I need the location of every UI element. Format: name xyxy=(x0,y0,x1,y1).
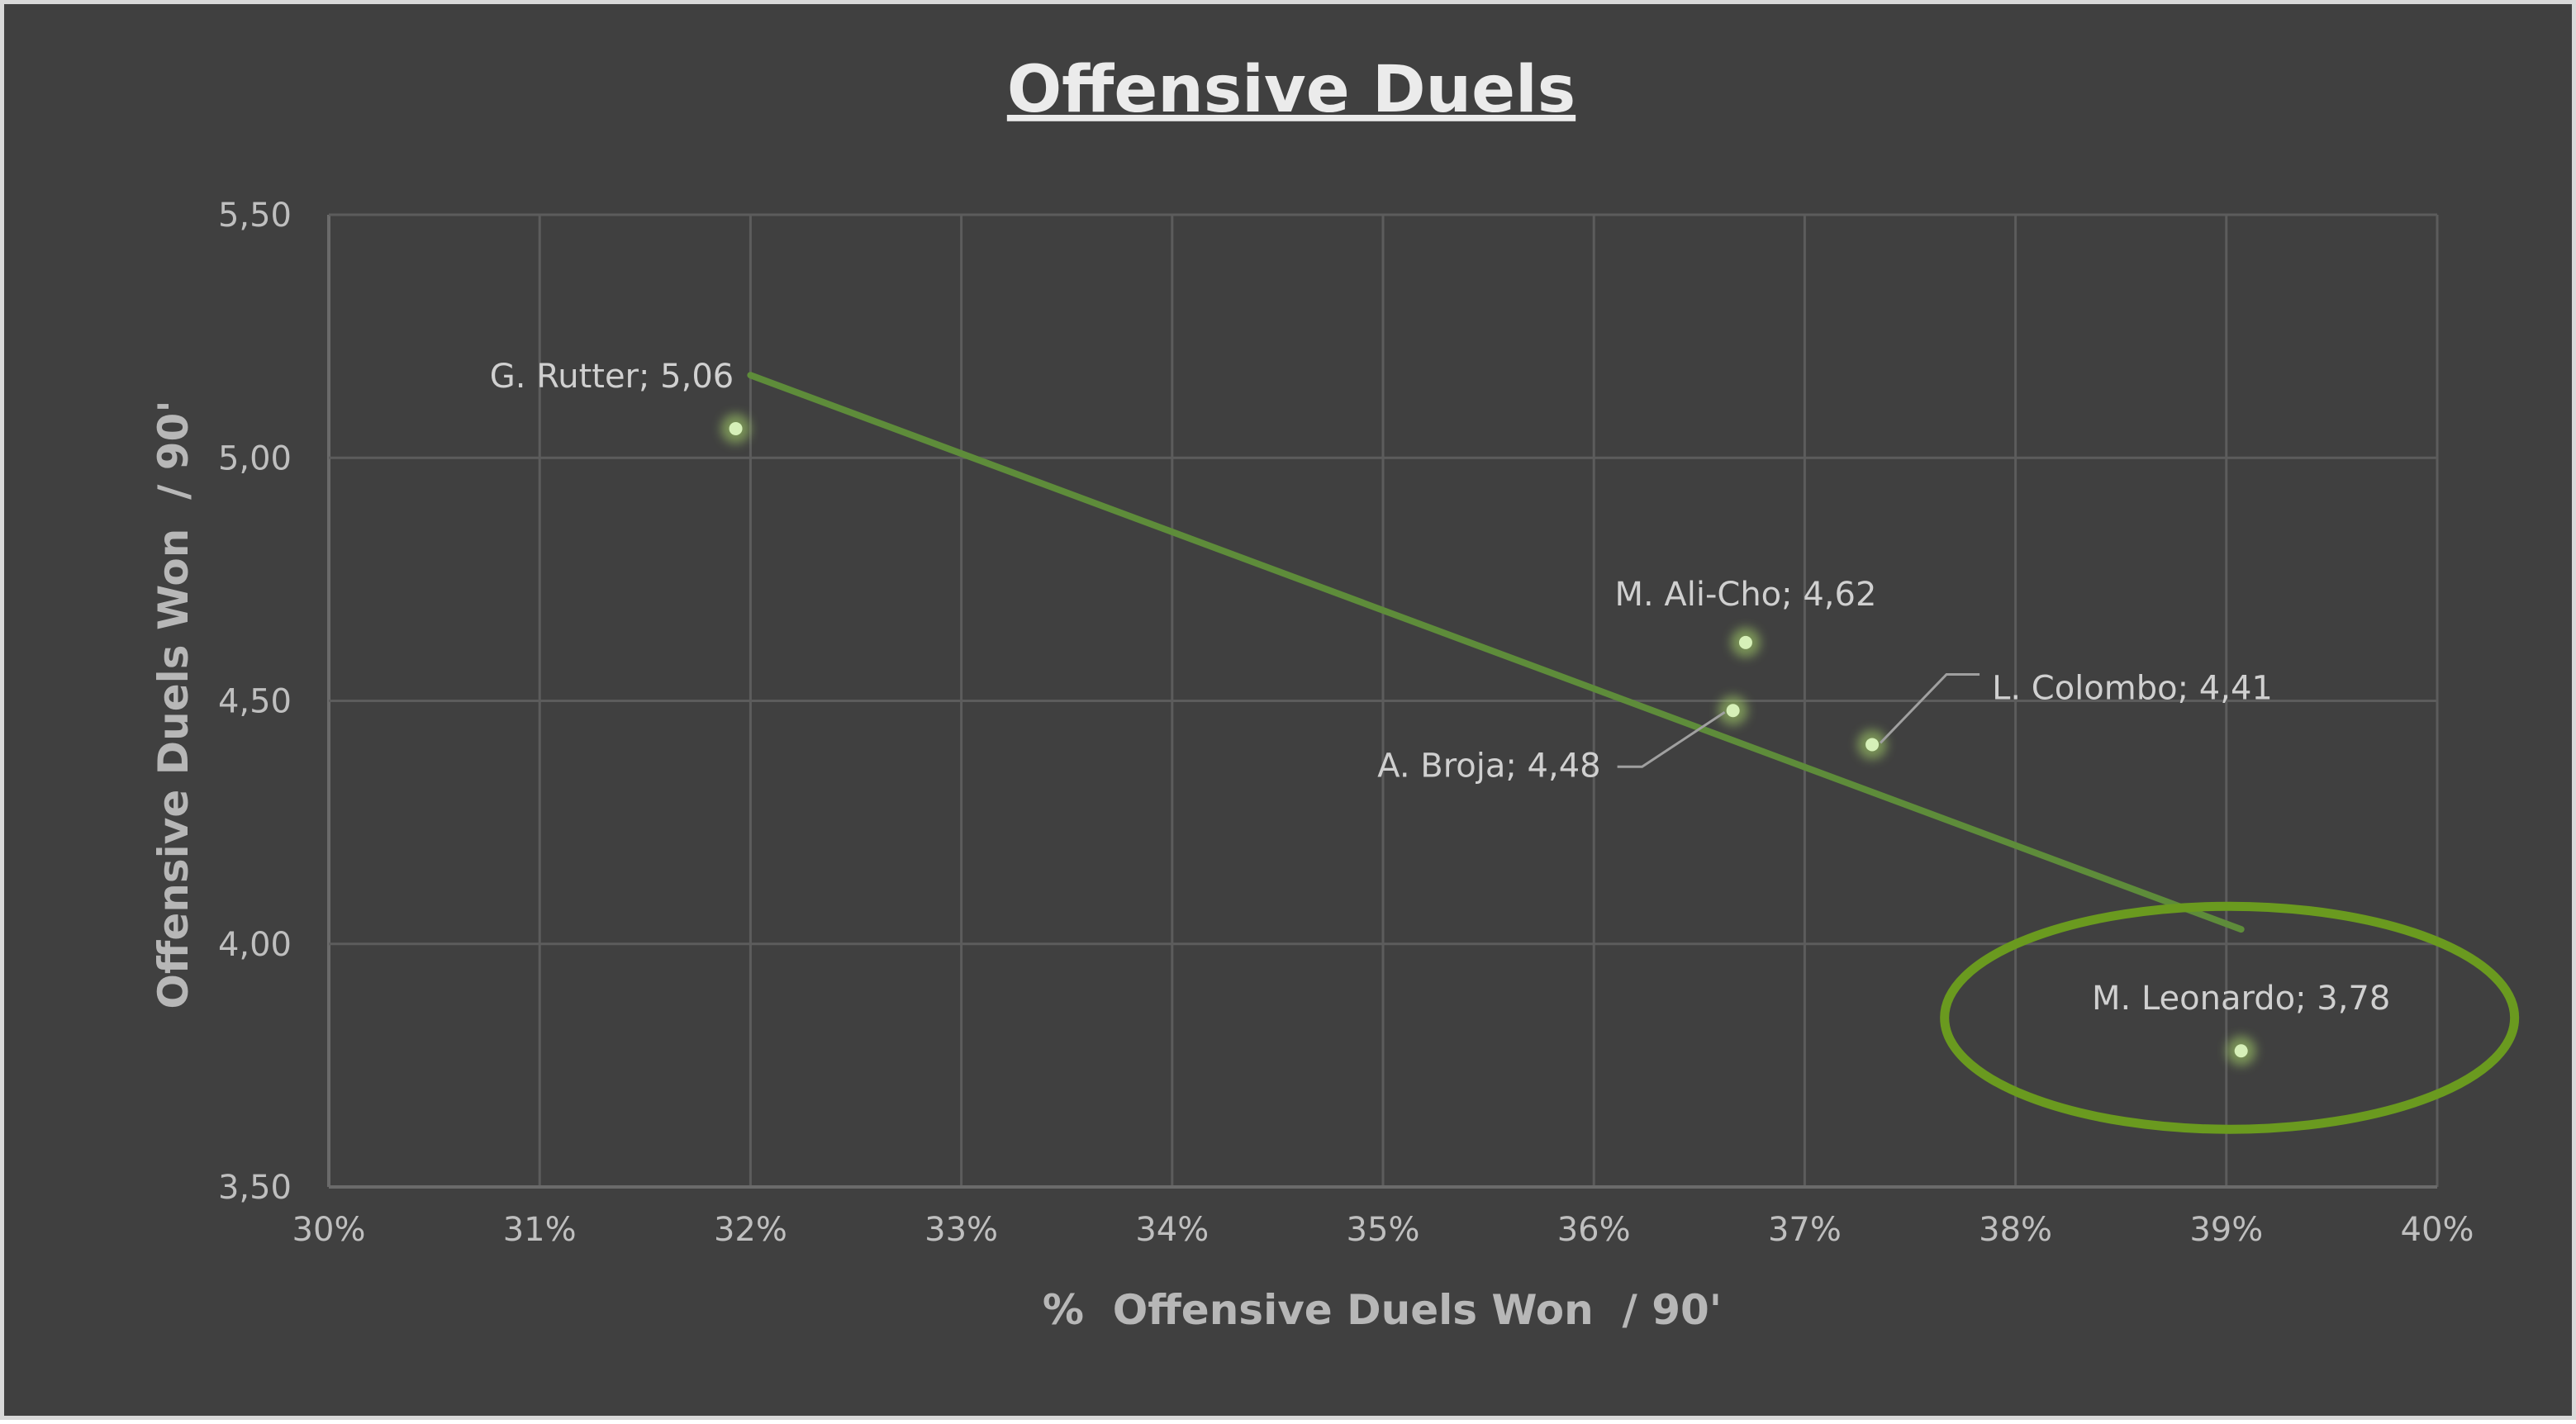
data-point[interactable] xyxy=(729,421,743,435)
data-point[interactable] xyxy=(1865,738,1880,752)
y-tick-label: 5,50 xyxy=(218,197,292,235)
data-label: G. Rutter; 5,06 xyxy=(490,358,734,396)
y-axis-title: Offensive Duels Won / 90' xyxy=(150,400,197,1009)
x-tick-label: 40% xyxy=(2401,1211,2474,1249)
y-tick-label: 4,50 xyxy=(218,683,292,721)
x-tick-label: 31% xyxy=(503,1211,577,1249)
x-tick-label: 30% xyxy=(292,1211,366,1249)
data-point[interactable] xyxy=(1738,635,1752,649)
x-tick-label: 32% xyxy=(714,1211,787,1249)
highlight-ellipse xyxy=(1940,901,2520,1134)
label-leader-line xyxy=(1617,711,1726,768)
data-label: A. Broja; 4,48 xyxy=(1377,747,1600,785)
data-point[interactable] xyxy=(1726,704,1740,718)
x-tick-label: 37% xyxy=(1768,1211,1842,1249)
x-tick-label: 38% xyxy=(1979,1211,2052,1249)
data-label: L. Colombo; 4,41 xyxy=(1992,669,2273,707)
data-point[interactable] xyxy=(2234,1044,2248,1058)
scatter-chart: Offensive Duels G. Rutter; 5,06 M. Ali-Ch… xyxy=(150,53,2520,1334)
data-label: M. Leonardo; 3,78 xyxy=(2092,980,2390,1018)
y-tick-label: 3,50 xyxy=(218,1169,292,1207)
label-leader-line xyxy=(1879,672,1980,744)
trendline xyxy=(747,372,2245,933)
x-tick-label: 39% xyxy=(2189,1211,2263,1249)
x-axis-title: % Offensive Duels Won / 90' xyxy=(1043,1286,1722,1334)
y-tick-label: 4,00 xyxy=(218,926,292,964)
x-tick-label: 33% xyxy=(924,1211,998,1249)
chart-title: Offensive Duels xyxy=(1007,53,1576,127)
x-tick-label: 35% xyxy=(1347,1211,1420,1249)
data-label: M. Ali-Cho; 4,62 xyxy=(1614,576,1876,614)
x-tick-label: 36% xyxy=(1557,1211,1631,1249)
y-tick-label: 5,00 xyxy=(218,439,292,477)
x-tick-label: 34% xyxy=(1135,1211,1209,1249)
